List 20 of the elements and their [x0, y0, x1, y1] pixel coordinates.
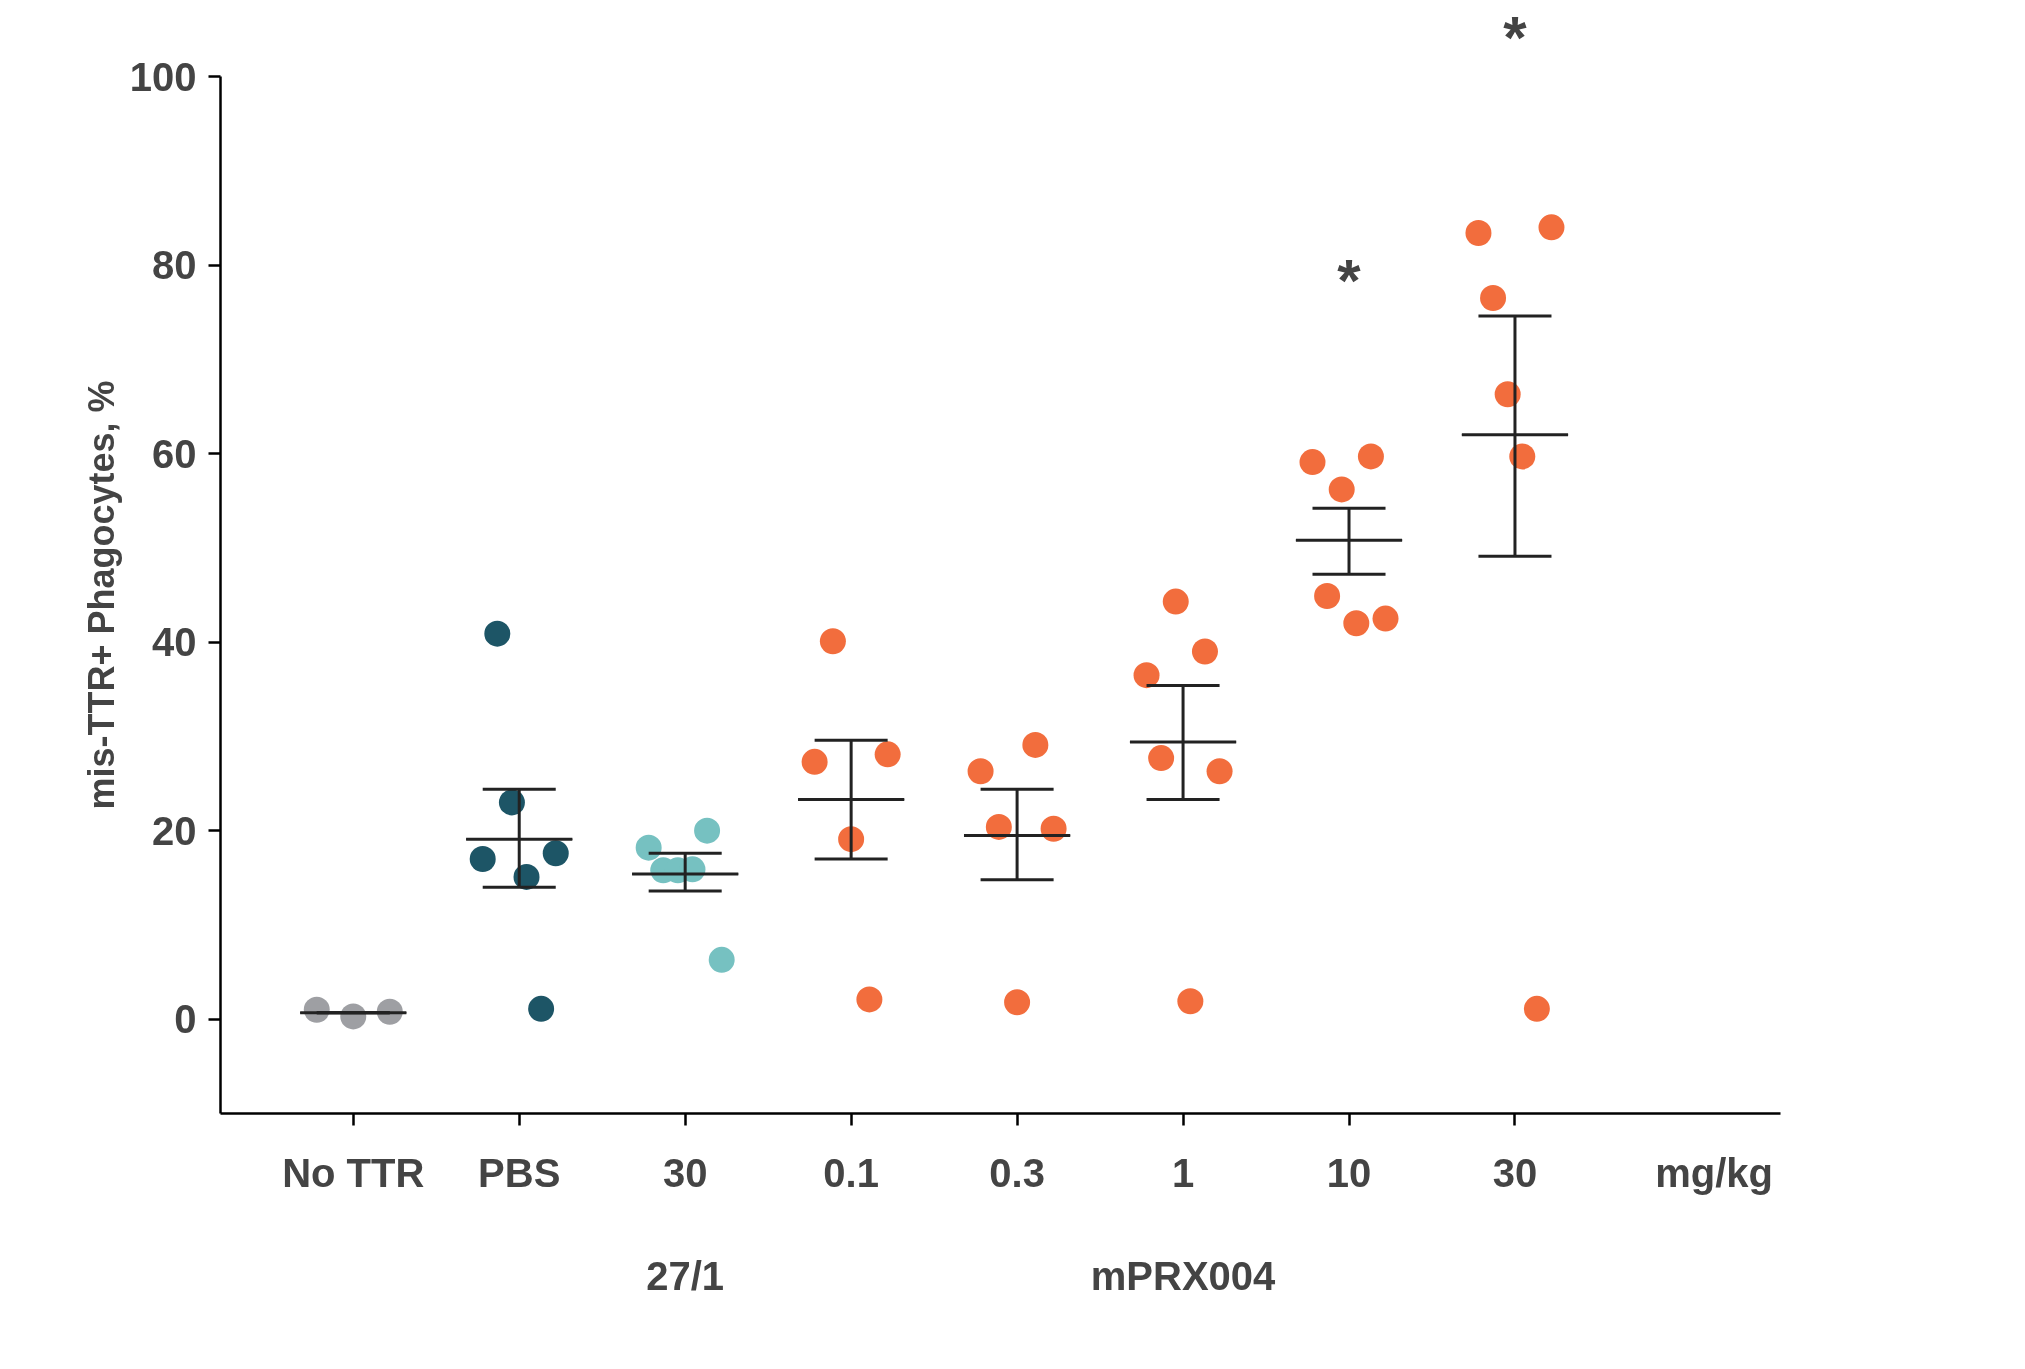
x-tick-label: 30 — [662, 1150, 708, 1195]
y-axis-title: mis-TTR+ Phagocytes, % — [80, 380, 122, 810]
y-tick-label: 60 — [152, 431, 197, 476]
y-tick-label: 100 — [129, 54, 197, 99]
x-tick-label: PBS — [478, 1150, 561, 1195]
text: mg/kg — [1655, 1150, 1774, 1195]
x-tick-label: No TTR — [282, 1150, 425, 1195]
x-tick-label: 30 — [1492, 1150, 1538, 1195]
text: * — [1503, 3, 1528, 71]
x-tick-label: 0.1 — [823, 1150, 879, 1195]
text: 27/1 — [646, 1253, 725, 1298]
y-tick-label: 0 — [174, 997, 197, 1042]
x-tick-label: 0.3 — [989, 1150, 1045, 1195]
x-tick-label: 1 — [1171, 1150, 1195, 1195]
y-tick-label: 80 — [152, 243, 197, 288]
y-tick-label: 20 — [152, 808, 197, 853]
y-tick-label: 40 — [152, 620, 197, 665]
text: mPRX004 — [1090, 1253, 1277, 1298]
annotation: * — [1337, 246, 1362, 314]
x-tick-label: 10 — [1326, 1150, 1372, 1195]
